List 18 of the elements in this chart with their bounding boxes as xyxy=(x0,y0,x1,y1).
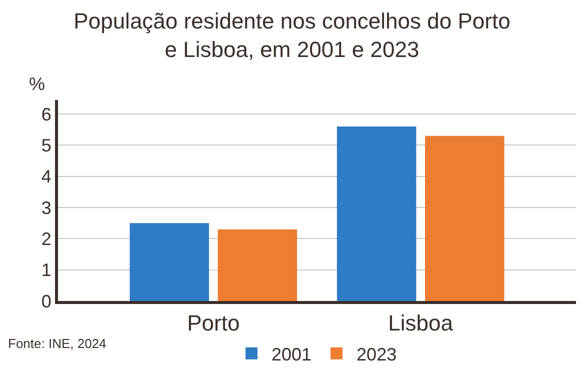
x-tick-label: Lisboa xyxy=(388,310,454,336)
y-axis-title: % xyxy=(29,74,46,94)
y-tick-label: 1 xyxy=(41,260,52,280)
bar xyxy=(218,229,298,301)
x-tick-label: Porto xyxy=(187,310,240,336)
bar xyxy=(130,223,209,301)
chart-title: População residente nos concelhos do Porto e Lisboa, em 2001 e 2023 xyxy=(74,8,510,62)
y-tick-label: 3 xyxy=(41,198,52,218)
y-tick-label: 0 xyxy=(41,291,52,312)
legend-label: 2001 xyxy=(272,344,312,364)
y-tick-label: 2 xyxy=(41,228,52,249)
source-note: Fonte: INE, 2024 xyxy=(8,336,106,351)
bar xyxy=(336,126,416,301)
y-tick-label: 6 xyxy=(41,104,52,124)
bar xyxy=(425,136,504,301)
y-tick-label: 4 xyxy=(41,166,52,187)
legend-label: 2023 xyxy=(356,344,397,364)
y-tick-label: 5 xyxy=(41,135,52,156)
